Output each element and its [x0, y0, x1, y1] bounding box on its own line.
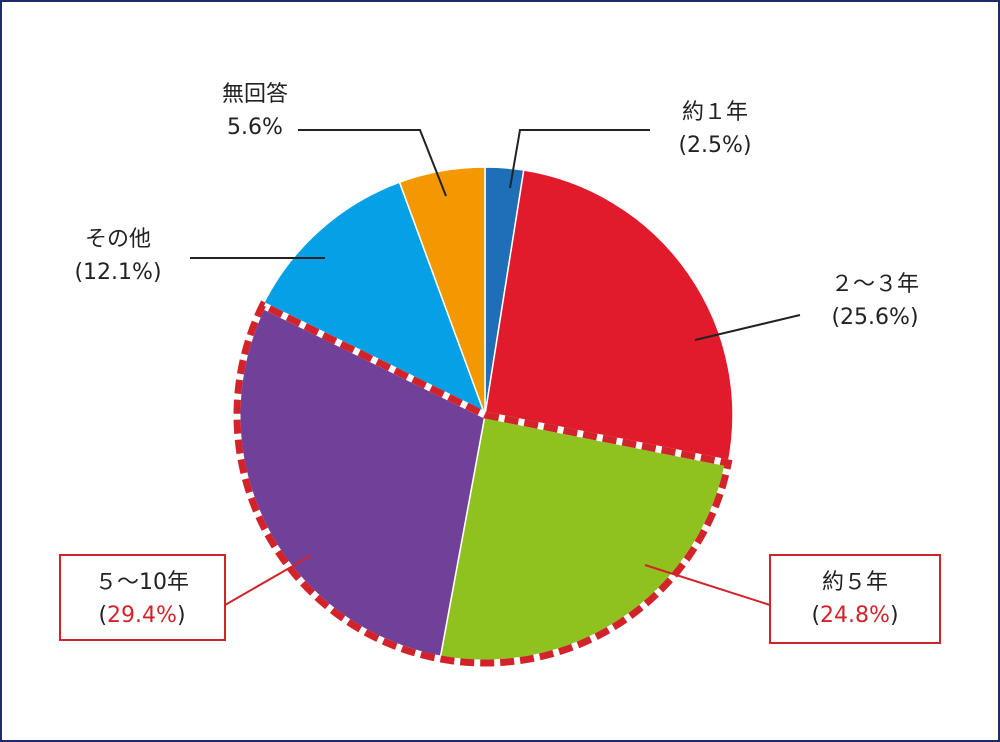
category-label: ２～３年	[831, 272, 919, 297]
leader-line	[298, 129, 447, 197]
value-label: (24.8%)	[811, 603, 898, 628]
slice	[484, 169, 734, 464]
slice	[398, 166, 486, 416]
category-label: その他	[85, 227, 151, 252]
value-label: (29.4%)	[98, 603, 185, 628]
leader-line	[694, 314, 801, 341]
highlight-outline	[233, 300, 733, 667]
leader-line	[509, 129, 650, 189]
pie: 約１年 (2.5%) ２～３年 (25.6%) 約５年 (24.8%) ５～10年 (29.4…	[59, 82, 941, 667]
category-label: 無回答	[222, 82, 288, 107]
slice	[261, 181, 487, 417]
leader-line	[224, 554, 313, 606]
value-label: (2.5%)	[678, 133, 751, 158]
label-box	[59, 554, 226, 641]
label-box	[769, 554, 941, 644]
value-label: (25.6%)	[831, 305, 918, 330]
category-label: 約５年	[822, 570, 888, 595]
leader-line	[644, 564, 771, 606]
value-label: 5.6%	[227, 115, 283, 140]
category-label: ５～10年	[95, 570, 189, 595]
category-label: 約１年	[682, 100, 748, 125]
value-label: (12.1%)	[74, 260, 161, 285]
